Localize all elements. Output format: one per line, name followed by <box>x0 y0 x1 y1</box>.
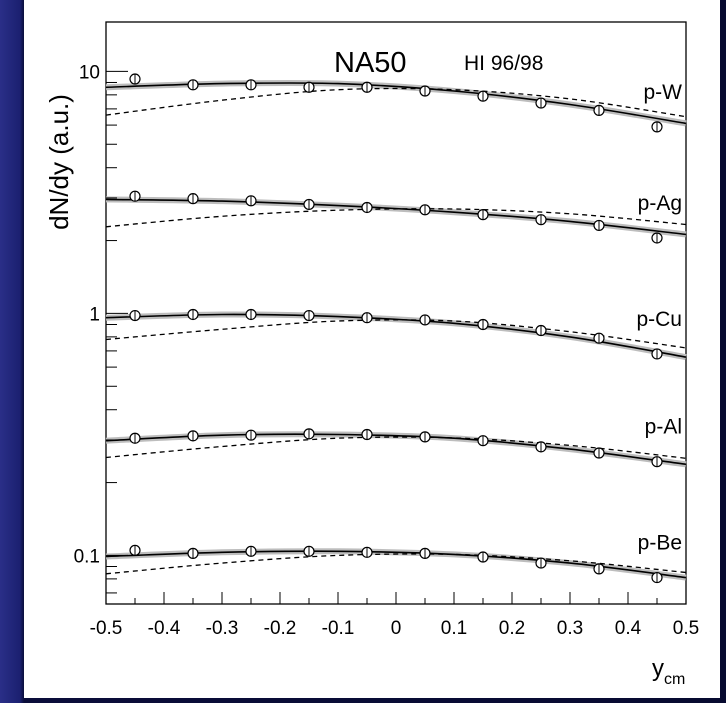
solid-fit-p-w <box>105 82 687 125</box>
dashed-fit-p-al <box>105 436 687 459</box>
x-tick-label: -0.4 <box>148 618 181 639</box>
dashed-fit-p-w <box>105 87 687 118</box>
dashed-fit-p-cu <box>105 319 687 349</box>
x-axis-label-sub: cm <box>664 671 685 688</box>
series-label-p-ag: p-Ag <box>638 192 682 215</box>
x-tick-label: -0.1 <box>322 618 355 639</box>
x-tick-label: 0.3 <box>557 618 583 639</box>
dashed-fit-p-be <box>105 553 687 575</box>
data-markers <box>129 73 663 584</box>
y-tick-label: 10 <box>79 62 100 83</box>
x-tick-label: 0.2 <box>499 618 525 639</box>
series-label-p-w: p-W <box>644 81 683 104</box>
series-label-p-al: p-Al <box>645 416 682 439</box>
series-labels: p-W p-Ag p-Cu p-Al p-Be <box>636 81 682 555</box>
x-tick-label: -0.3 <box>206 618 239 639</box>
x-tick-label: -0.2 <box>264 618 297 639</box>
x-tick-label: 0.4 <box>615 618 642 639</box>
y-axis-label: dN/dy (a.u.) <box>44 94 74 230</box>
dashed-fit-p-ag <box>105 208 687 228</box>
series-label-p-cu: p-Cu <box>636 308 682 331</box>
chart: -0.5 -0.4 -0.3 -0.2 -0.1 0 0.1 0.2 0.3 0.4 0.5 0.1… <box>44 21 699 688</box>
y-tick-label: 1 <box>89 304 100 325</box>
solid-fit-p-al <box>105 433 687 466</box>
x-tick-label: 0.1 <box>441 618 467 639</box>
fit-curves <box>105 79 687 581</box>
chart-panel: -0.5 -0.4 -0.3 -0.2 -0.1 0 0.1 0.2 0.3 0.4 0.5 0.1… <box>24 0 720 698</box>
x-tick-label: 0.5 <box>673 618 699 639</box>
solid-fit-p-be <box>105 550 687 579</box>
x-axis-ticks: -0.5 -0.4 -0.3 -0.2 -0.1 0 0.1 0.2 0.3 0.4 0.5 <box>90 592 699 639</box>
x-axis-label-main: y <box>652 655 664 682</box>
x-tick-label: 0 <box>391 618 402 639</box>
series-label-p-be: p-Be <box>638 532 682 555</box>
y-axis-ticks: 0.1 1 10 <box>74 62 128 594</box>
y-tick-label: 0.1 <box>74 546 100 567</box>
chart-title: NA50 <box>334 47 407 79</box>
x-axis-label: ycm <box>652 655 685 688</box>
chart-subtitle: HI 96/98 <box>464 52 543 75</box>
x-tick-label: -0.5 <box>90 618 123 639</box>
